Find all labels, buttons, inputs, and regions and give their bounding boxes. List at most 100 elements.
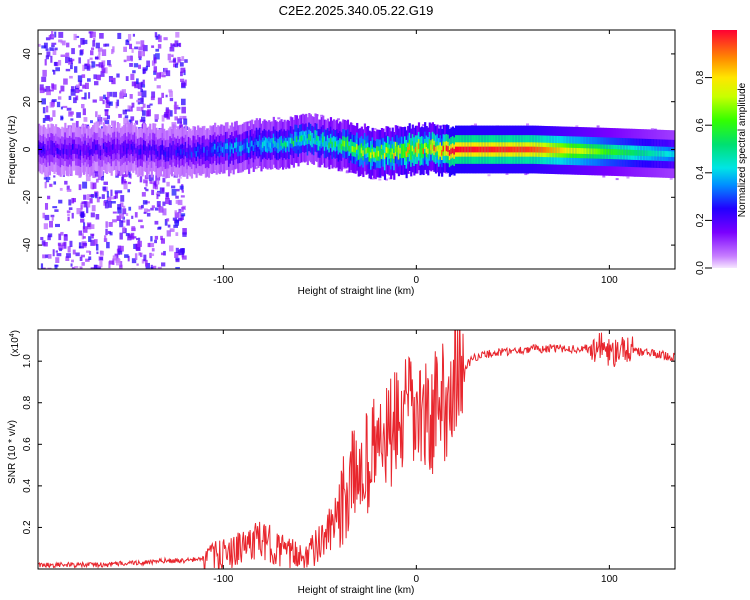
heatmap-ridge-cell	[218, 147, 221, 154]
heatmap-cell	[156, 201, 161, 208]
heatmap-cell	[120, 245, 124, 252]
heatmap-ridge-cell	[337, 144, 340, 151]
heatmap-cell	[140, 106, 144, 112]
heatmap-cell	[142, 45, 148, 52]
heatmap-ridge-cell	[249, 141, 252, 148]
heatmap-cell	[138, 219, 143, 223]
heatmap-cell	[150, 264, 153, 269]
heatmap-cell	[114, 253, 118, 257]
heatmap-ridge-cell	[292, 140, 295, 147]
heatmap-cell	[99, 96, 103, 101]
heatmap-ridge-cell	[331, 141, 334, 148]
heatmap-cell	[57, 242, 61, 246]
heatmap-cell	[138, 205, 143, 210]
heatmap-cell	[117, 32, 122, 40]
heatmap-ridge-cell	[462, 146, 465, 153]
heatmap-cell	[45, 85, 51, 92]
heatmap-ridge-cell	[663, 150, 666, 157]
heatmap-cell	[88, 236, 92, 242]
heatmap-cell	[99, 32, 104, 39]
heatmap-ridge-cell	[56, 148, 59, 154]
heatmap-cell	[72, 198, 77, 203]
heatmap-ridge-cell	[152, 144, 155, 150]
heatmap-cell	[106, 241, 110, 249]
heatmap-ridge-cell	[380, 149, 384, 155]
heatmap-cell	[45, 254, 49, 258]
heatmap-ridge-cell	[507, 146, 510, 153]
heatmap-cell	[119, 202, 124, 208]
heatmap-cell	[125, 76, 129, 81]
heatmap-ridge-cell	[617, 149, 620, 156]
heatmap-ridge-cell	[488, 146, 492, 153]
heatmap-ridge-cell	[295, 136, 299, 143]
heatmap-cell	[575, 125, 579, 128]
heatmap-cell	[181, 106, 186, 114]
heatmap-cell	[109, 77, 114, 81]
heatmap-cell	[96, 265, 100, 269]
heatmap-ridge-cell	[181, 147, 184, 154]
heatmap-cell	[58, 233, 62, 241]
heatmap-cell	[50, 55, 53, 63]
heatmap-cell	[119, 220, 124, 228]
heatmap-ridge-cell	[487, 146, 490, 153]
heatmap-cell	[103, 43, 107, 47]
heatmap-cell	[169, 90, 173, 97]
heatmap-ridge-cell	[269, 142, 272, 149]
heatmap-ridge-cell	[624, 149, 628, 156]
heatmap-cell	[45, 37, 51, 41]
heatmap-cell	[108, 64, 112, 68]
heatmap-cell	[91, 61, 96, 68]
heatmap-cell	[59, 248, 63, 252]
heatmap-cell	[134, 81, 139, 89]
heatmap-cell	[57, 96, 62, 100]
snr-y-label: SNR (10 * v/v)	[7, 420, 18, 484]
heatmap-ridge-cell	[127, 143, 130, 150]
heatmap-cell	[127, 181, 132, 185]
colorbar-gradient	[712, 30, 737, 268]
heatmap-cell	[84, 63, 89, 70]
heatmap-ridge-cell	[374, 152, 377, 159]
heatmap-ridge-cell	[201, 147, 204, 154]
heatmap-cell	[95, 64, 100, 67]
heatmap-ridge-cell	[214, 143, 217, 150]
heatmap-ridge-cell	[521, 146, 524, 153]
heatmap-cell	[166, 230, 171, 237]
heatmap-cell	[105, 228, 108, 236]
heatmap-cell	[60, 231, 64, 236]
heatmap-ridge-cell	[396, 146, 399, 153]
heatmap-cell	[53, 61, 57, 66]
heatmap-ridge-cell	[186, 152, 189, 158]
heatmap-cell	[139, 252, 143, 258]
snr-x-label: Height of straight line (km)	[298, 585, 415, 596]
heatmap-cell	[46, 91, 51, 96]
heatmap-ridge-cell	[306, 138, 309, 145]
heatmap-cell	[71, 197, 75, 204]
heatmap-cell	[82, 181, 88, 189]
y-tick-label: 0.4	[22, 478, 33, 492]
heatmap-ridge-cell	[442, 145, 445, 152]
heatmap-cell	[96, 251, 99, 255]
heatmap-ridge-cell	[339, 142, 342, 149]
heatmap-cell	[247, 121, 251, 124]
heatmap-cell	[139, 119, 143, 123]
heatmap-cell	[88, 256, 92, 261]
heatmap-cell	[142, 268, 147, 269]
heatmap-cell	[125, 39, 130, 46]
heatmap-cell	[81, 233, 84, 240]
heatmap-ridge-cell	[141, 149, 144, 156]
heatmap-ridge-cell	[169, 147, 172, 154]
heatmap-cell	[103, 181, 108, 185]
heatmap-ridge-cell	[159, 149, 163, 156]
heatmap-cell	[106, 196, 112, 202]
heatmap-cell	[53, 175, 56, 178]
heatmap-cell	[94, 170, 99, 177]
heatmap-cell	[115, 173, 119, 178]
heatmap-cell	[83, 117, 88, 122]
heatmap-cell	[166, 193, 169, 198]
heatmap-cell	[137, 240, 142, 247]
heatmap-cell	[87, 223, 92, 228]
heatmap-cell	[126, 39, 129, 43]
heatmap-ridge-cell	[190, 151, 194, 158]
heatmap-ridge-cell	[552, 147, 555, 153]
heatmap-ridge-cell	[424, 143, 427, 149]
